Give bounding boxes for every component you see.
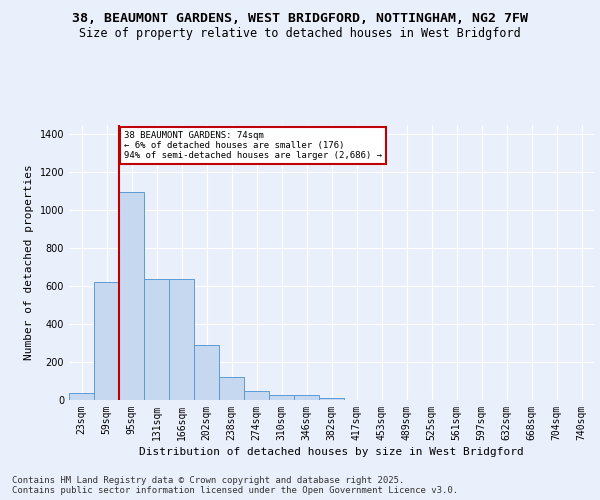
Bar bbox=[219, 377, 244, 400]
Bar bbox=[269, 396, 294, 400]
Bar bbox=[69, 394, 94, 400]
Bar bbox=[244, 390, 269, 400]
Bar bbox=[94, 282, 119, 400]
Bar bbox=[319, 398, 344, 400]
Text: Size of property relative to detached houses in West Bridgford: Size of property relative to detached ho… bbox=[79, 28, 521, 40]
Bar bbox=[119, 192, 144, 400]
Bar bbox=[144, 278, 169, 400]
Text: Contains HM Land Registry data © Crown copyright and database right 2025.
Contai: Contains HM Land Registry data © Crown c… bbox=[12, 476, 458, 495]
Text: 38 BEAUMONT GARDENS: 74sqm
← 6% of detached houses are smaller (176)
94% of semi: 38 BEAUMONT GARDENS: 74sqm ← 6% of detac… bbox=[124, 130, 382, 160]
Bar bbox=[294, 396, 319, 400]
Y-axis label: Number of detached properties: Number of detached properties bbox=[24, 164, 34, 360]
Bar bbox=[194, 345, 219, 400]
X-axis label: Distribution of detached houses by size in West Bridgford: Distribution of detached houses by size … bbox=[139, 447, 524, 457]
Bar bbox=[169, 278, 194, 400]
Text: 38, BEAUMONT GARDENS, WEST BRIDGFORD, NOTTINGHAM, NG2 7FW: 38, BEAUMONT GARDENS, WEST BRIDGFORD, NO… bbox=[72, 12, 528, 26]
